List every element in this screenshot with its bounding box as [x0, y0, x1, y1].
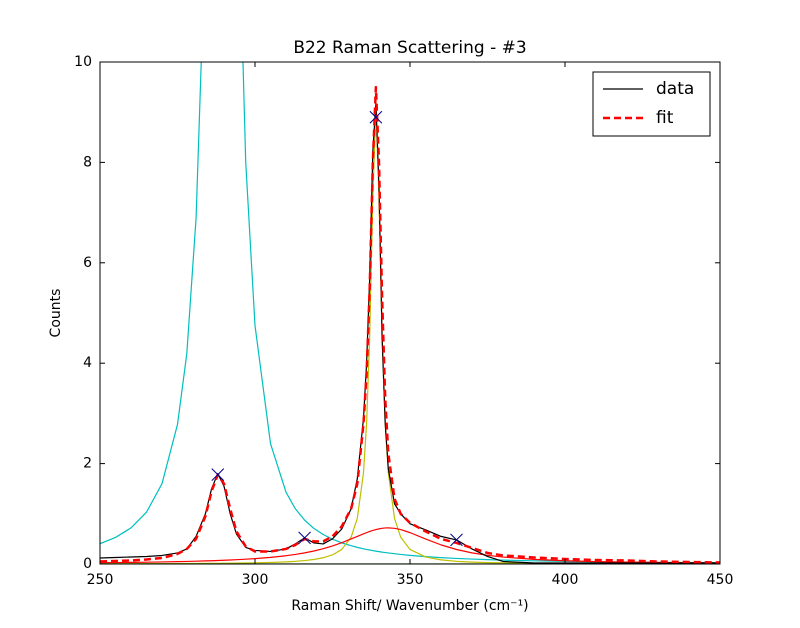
y-tick-label: 4 — [83, 355, 92, 371]
peak-marker — [298, 531, 311, 545]
axes-frame — [99, 61, 721, 565]
y-tick-label: 2 — [83, 456, 92, 472]
y-tick-label: 8 — [83, 154, 92, 170]
legend: data fit — [592, 71, 711, 137]
y-axis-label: Counts — [48, 289, 64, 338]
peak-marker — [211, 468, 225, 481]
legend-label: fit — [656, 108, 674, 128]
peak-marker — [450, 533, 463, 547]
peak-marker — [369, 110, 383, 124]
series-line — [100, 85, 720, 564]
x-axis-label: Raman Shift/ Wavenumber (cm⁻¹) — [291, 598, 528, 614]
chart-title: B22 Raman Scattering - #3 — [293, 38, 526, 58]
x-tick-label: 250 — [87, 572, 114, 588]
y-tick-label: 6 — [83, 255, 92, 271]
legend-label: data — [656, 79, 694, 99]
legend-box — [592, 71, 711, 137]
component-line — [100, 106, 720, 564]
plot-area — [100, 62, 720, 564]
x-tick-label: 350 — [397, 572, 424, 588]
axes: 250 300 350 400 450 0 2 4 6 8 10 — [74, 54, 733, 588]
x-tick-label: 400 — [552, 572, 579, 588]
x-tick-label: 450 — [707, 572, 734, 588]
y-tick-label: 0 — [83, 556, 92, 572]
y-tick-label: 10 — [74, 54, 92, 70]
component-line — [100, 62, 720, 564]
x-tick-label: 300 — [242, 572, 269, 588]
